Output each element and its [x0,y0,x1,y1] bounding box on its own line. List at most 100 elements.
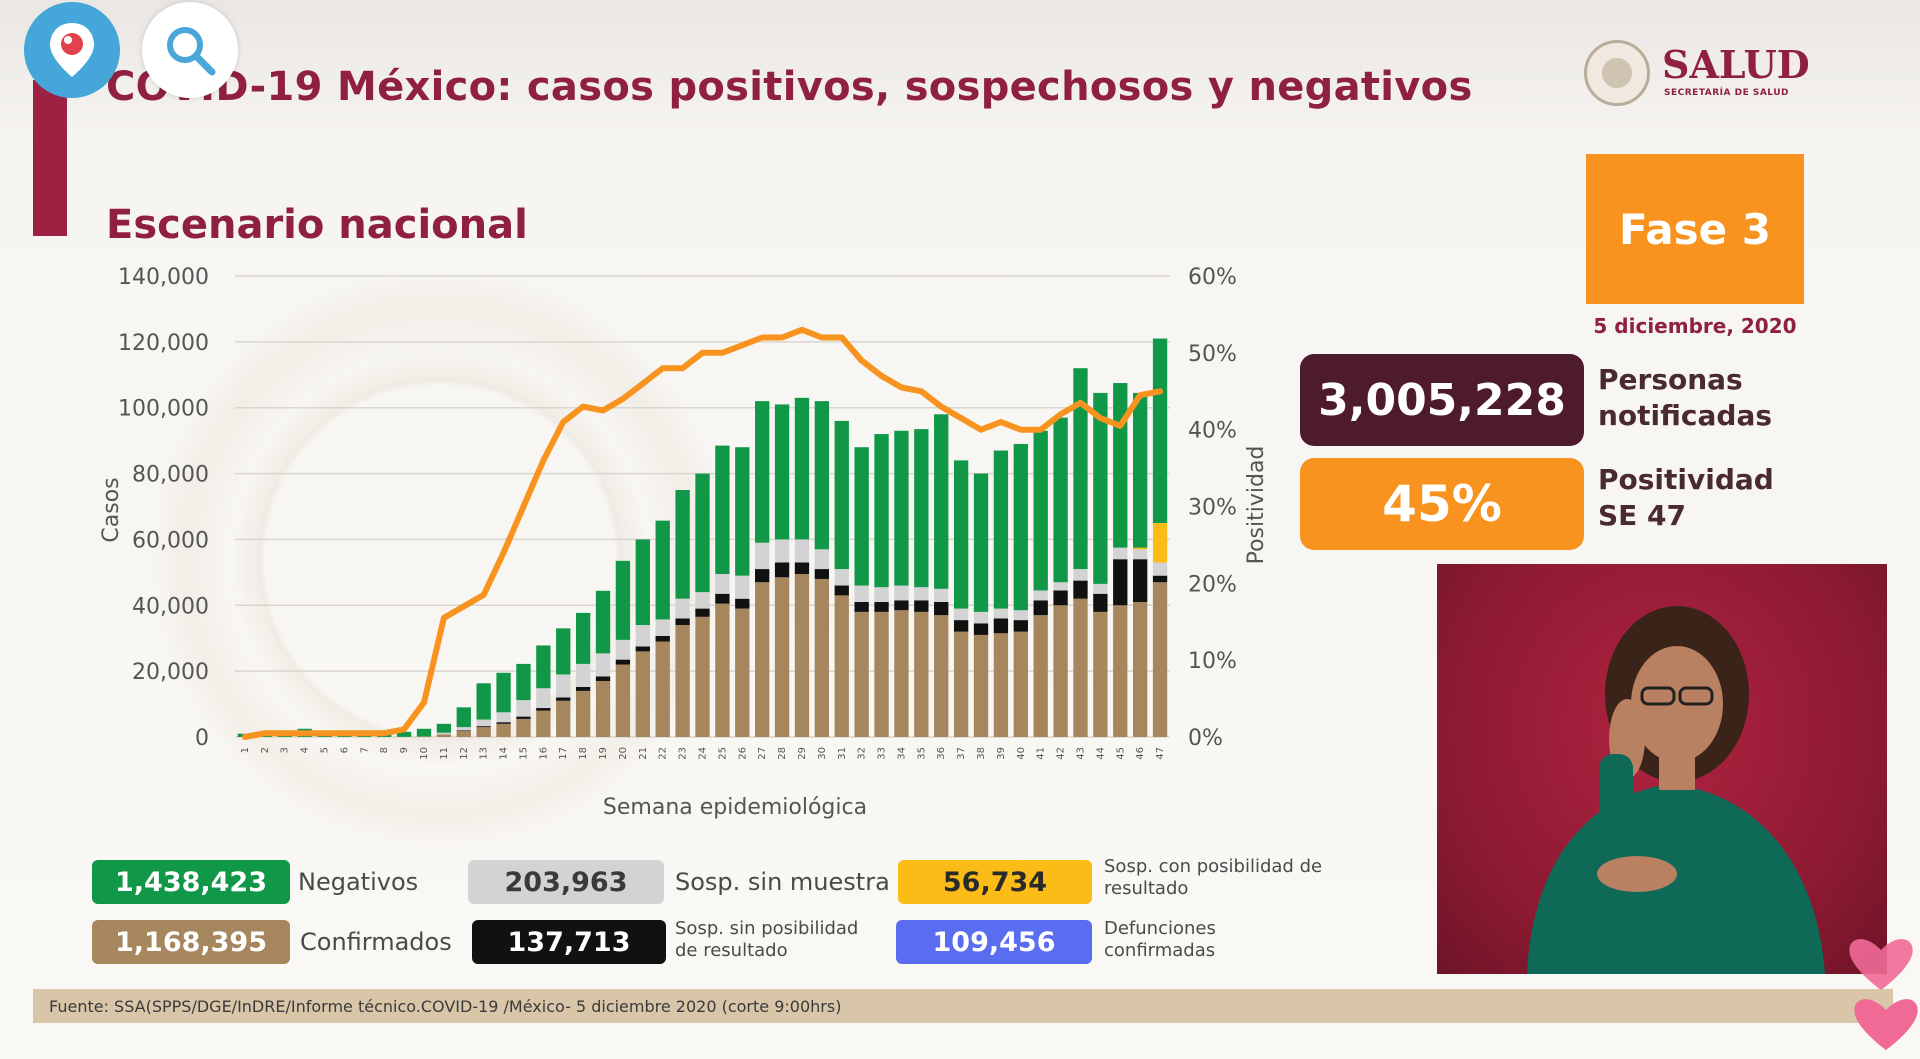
x-tick-label: 30 [817,747,828,760]
x-tick-label: 10 [419,747,430,760]
x-tick-label: 43 [1075,747,1086,760]
bar-segment [973,473,989,612]
bar-segment [834,595,849,737]
y2-tick-label: 30% [1188,496,1237,521]
bar-segment [794,562,810,575]
x-tick-label: 46 [1135,747,1146,760]
bar-segment [973,611,989,624]
bar-segment [476,726,491,728]
bar-segment [755,582,770,737]
bar-segment [894,585,909,601]
bar-segment [516,716,531,719]
chart-subtitle: Escenario nacional [106,202,528,248]
y2-tick-label: 20% [1188,572,1237,597]
bar-segment [416,736,432,737]
bar-segment [635,651,650,737]
accent-bar [33,80,67,236]
bar-segment [834,585,849,596]
bar-segment [1093,392,1108,584]
y-tick-label: 140,000 [118,265,209,290]
x-tick-label: 31 [837,747,848,760]
y-axis-ticks: 0 20,000 40,000 60,000 80,000 100,000 120,000 1… [118,265,209,751]
positivity-value: 45% [1300,458,1584,550]
bar-segment [934,615,949,737]
bar-segment [735,575,750,599]
x-tick-label: 44 [1095,747,1106,760]
periscope-button[interactable] [24,2,120,98]
bar-segment [1013,620,1028,632]
mexico-seal-icon [1584,40,1650,106]
x-tick-label: 29 [797,747,808,760]
bar-segment [814,401,830,550]
bar-segment [456,707,471,728]
x-tick-label: 11 [439,747,450,760]
bar-segment [615,639,631,660]
bar-segment [715,603,730,737]
sosp-con-posibilidad-badge: 56,734 [898,860,1092,904]
bar-segment [715,445,730,575]
x-tick-label: 36 [936,747,947,760]
x-tick-label: 39 [996,747,1007,760]
x-tick-label: 27 [757,747,768,760]
bar-segment [735,447,750,576]
x-tick-label: 37 [956,747,967,760]
bar-segment [456,731,471,737]
bar-segment [993,608,1009,619]
bar-segment [1073,598,1088,737]
bar-segment [695,592,710,609]
x-tick-label: 45 [1115,747,1126,760]
bar-segment [595,653,611,677]
bar-segment [675,490,690,599]
x-tick-label: 12 [459,747,470,760]
bar-segment [496,722,511,724]
bar-segment [953,608,969,621]
background-seal-watermark [30,150,850,970]
x-tick-label: 14 [499,747,510,760]
bar-segment [396,731,412,737]
bar-segment [1132,549,1148,560]
bar-segment [1073,580,1088,599]
sosp-sin-posibilidad-badge: 137,713 [472,920,666,964]
bar-segment [1053,417,1068,583]
bar-segment [1013,631,1028,737]
interpreter-figure [1527,606,1825,974]
bar-segment [476,683,491,720]
bar-segment [436,723,452,733]
negativos-label: Negativos [298,868,419,896]
bar-segment [1013,443,1028,611]
bar-segment [894,600,909,611]
bar-segment [993,633,1009,737]
x-tick-label: 17 [558,747,569,760]
x-tick-label: 42 [1056,747,1067,760]
phase-badge: Fase 3 [1586,154,1804,304]
periscope-pin-icon [50,23,94,77]
bar-segment [1132,601,1148,737]
bar-segment [874,601,889,612]
x-tick-label: 13 [479,747,490,760]
bar-segment [1073,569,1088,581]
y2-tick-label: 40% [1188,419,1237,444]
bar-segment [755,401,770,543]
logo-text: SALUD [1662,42,1810,87]
bar-segment [1152,522,1168,563]
y2-axis-ticks: 0% 10% 20% 30% 40% 50% 60% [1188,265,1237,751]
bar-segment [735,598,750,609]
bar-segment [536,710,551,737]
source-footer: Fuente: SSA(SPPS/DGE/InDRE/Informe técni… [33,989,1893,1023]
bar-segment [575,612,591,664]
bar-segment [934,414,949,589]
bar-segment [1033,615,1048,737]
x-tick-label: 16 [538,747,549,760]
bar-segment [774,539,790,563]
bar-segment [556,700,571,737]
bar-segment [914,429,929,588]
y-tick-label: 40,000 [132,594,209,619]
notified-count: 3,005,228 [1300,354,1584,446]
x-tick-label: 22 [658,747,669,760]
bar-segment [755,542,770,570]
bar-segment [874,434,889,588]
bar-segment [854,585,869,602]
search-button[interactable] [142,2,238,98]
defunciones-badge: 109,456 [896,920,1092,964]
bar-segment [675,618,690,626]
